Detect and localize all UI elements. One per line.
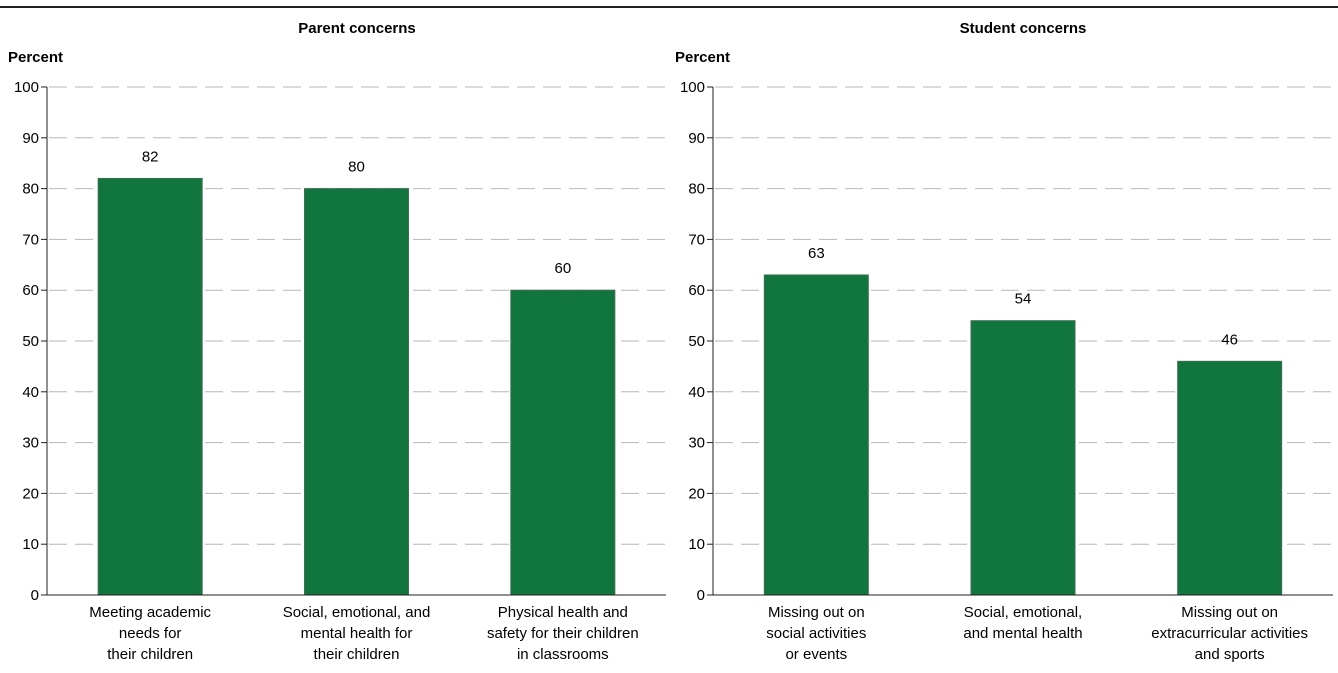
bar	[970, 320, 1076, 596]
y-tick-label: 20	[22, 485, 39, 502]
x-tick-label-line: Physical health and	[498, 604, 628, 621]
data-label: 82	[142, 148, 159, 165]
x-tick-label-line: social activities	[766, 625, 866, 642]
y-tick-label: 40	[22, 384, 39, 401]
x-tick-label-line: and sports	[1195, 646, 1265, 663]
data-label: 60	[554, 260, 571, 277]
y-tick-label: 70	[688, 231, 705, 248]
y-tick-label: 30	[22, 435, 39, 452]
y-tick-label: 90	[688, 130, 705, 147]
y-axis-label: Percent	[8, 49, 63, 66]
x-tick-label: Missing out on extracurricular activities…	[1151, 604, 1308, 663]
y-tick-label: 10	[22, 536, 39, 553]
x-tick-label-line: mental health for	[301, 625, 413, 642]
y-tick-label: 20	[688, 485, 705, 502]
bar	[1177, 360, 1283, 596]
x-tick-label-line: Missing out on	[1181, 604, 1278, 621]
y-tick-label: 70	[22, 231, 39, 248]
data-label: 54	[1015, 291, 1032, 308]
x-tick-label-line: their children	[314, 646, 400, 663]
y-tick-label: 0	[31, 587, 39, 604]
y-tick-label: 60	[22, 282, 39, 299]
bar	[304, 188, 409, 596]
data-label: 46	[1221, 331, 1238, 348]
y-tick-label: 90	[22, 130, 39, 147]
y-tick-label: 50	[22, 333, 39, 350]
x-tick-label-line: extracurricular activities	[1151, 625, 1308, 642]
x-tick-label-line: Social, emotional, and	[283, 604, 431, 621]
y-tick-label: 80	[22, 181, 39, 198]
bar	[97, 177, 203, 596]
top-rule	[0, 6, 1338, 8]
x-tick-label-line: their children	[107, 646, 193, 663]
x-tick-label-line: Social, emotional,	[964, 604, 1082, 621]
y-tick-label: 80	[688, 181, 705, 198]
x-tick-label: Social, emotional, and mental health	[963, 604, 1082, 642]
data-label: 80	[348, 159, 365, 176]
x-tick-label: Meeting academic needs for their children	[89, 604, 211, 663]
x-tick-label: Missing out on social activities or events	[766, 604, 866, 663]
x-tick-label: Social, emotional, and mental health for t…	[283, 604, 431, 663]
y-tick-label: 100	[680, 79, 705, 96]
y-tick-label: 10	[688, 536, 705, 553]
y-tick-label: 60	[688, 282, 705, 299]
y-tick-label: 100	[14, 79, 39, 96]
x-tick-label-line: or events	[785, 646, 847, 663]
y-tick-label: 50	[688, 333, 705, 350]
x-tick-label-line: in classrooms	[517, 646, 609, 663]
x-tick-label-line: Meeting academic	[89, 604, 211, 621]
y-tick-label: 0	[697, 587, 705, 604]
data-label: 63	[808, 245, 825, 262]
x-tick-label-line: safety for their children	[487, 625, 639, 642]
bar	[763, 274, 869, 596]
y-tick-label: 30	[688, 435, 705, 452]
chart-title: Student concerns	[960, 20, 1087, 37]
bar	[510, 289, 616, 596]
chart-title: Parent concerns	[298, 20, 416, 37]
x-tick-label-line: Missing out on	[768, 604, 865, 621]
y-tick-label: 40	[688, 384, 705, 401]
x-tick-label-line: and mental health	[963, 625, 1082, 642]
x-tick-label-line: needs for	[119, 625, 182, 642]
x-tick-label: Physical health and safety for their chil…	[487, 604, 639, 663]
y-axis-label: Percent	[675, 49, 730, 66]
